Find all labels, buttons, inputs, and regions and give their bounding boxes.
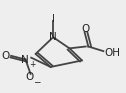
Text: +: + (29, 60, 36, 69)
Text: O: O (26, 72, 34, 82)
Text: I: I (52, 14, 55, 24)
Text: N: N (21, 55, 29, 65)
Text: O: O (1, 51, 9, 61)
Text: −: − (33, 77, 41, 86)
Text: OH: OH (105, 48, 121, 58)
Text: N: N (49, 32, 57, 42)
Text: O: O (82, 24, 90, 34)
